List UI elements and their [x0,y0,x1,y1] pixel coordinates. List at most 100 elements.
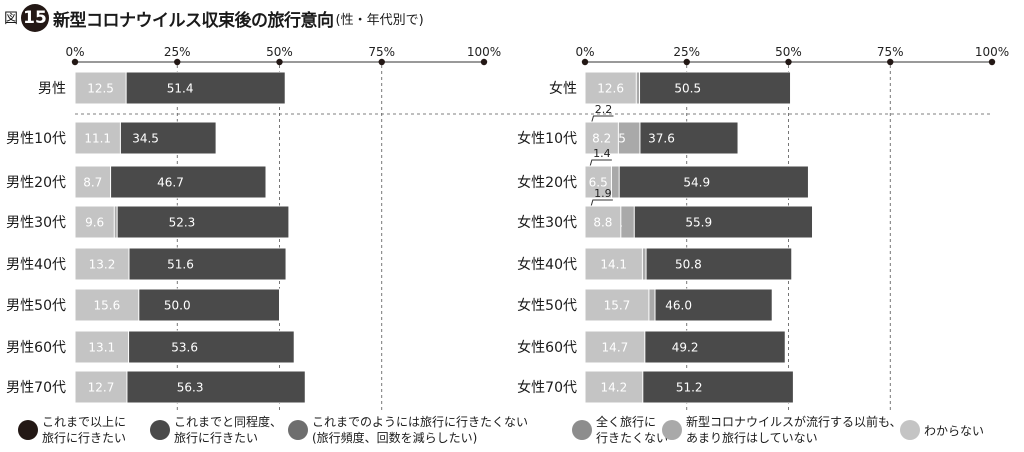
figure-title: 図 15 新型コロナウイルス収束後の旅行意向 (性・年代別で) [4,3,424,33]
bar-segment [74,330,130,364]
data-label: 49.2 [672,341,699,355]
data-label: 12.5 [87,82,114,96]
chart-panel-male: 0%25%50%75%100%男性16.051.45.53.710.812.5男… [6,45,501,410]
bar-segment [74,121,121,155]
category-label: 女性10代 [517,130,577,147]
data-label: 14.7 [602,341,629,355]
data-label: 51.2 [676,381,703,395]
data-label: 51.6 [167,258,194,272]
data-label: 50.8 [675,258,702,272]
x-tick-label: 0% [575,45,594,59]
legend-swatch [150,420,170,440]
data-label: 52.3 [169,216,196,230]
data-label: 1.4 [593,147,611,160]
bar-segment [74,165,112,199]
category-label: 女性20代 [517,174,577,191]
data-label: 1.9 [594,187,612,200]
bar-segment [584,330,646,364]
legend-item: これまでのようには旅行に行きたくない(旅行頻度、回数を減らしたい) [288,415,528,445]
x-tick-label: 75% [368,45,395,59]
legend-label: 行きたくない [596,431,668,445]
legend-label: わからない [924,424,984,438]
data-label: 37.6 [648,132,675,146]
bar-segment [74,71,127,105]
legend-label: これまでと同程度、 [174,414,282,429]
figure-prefix: 図 [4,11,18,27]
category-label: 男性 [38,81,66,97]
category-label: 女性60代 [517,339,577,356]
category-label: 女性 [549,80,577,97]
legend-label: 旅行に行きたい [174,431,258,445]
axis-tick-dot [581,58,589,66]
axis-tick-dot [785,58,792,66]
axis-tick-dot [683,58,690,66]
x-tick-label: 100% [467,45,501,59]
data-label: 15.6 [94,299,121,313]
legend-swatch [572,420,592,440]
x-tick-label: 100% [975,45,1009,59]
bar-segment [74,370,128,404]
category-label: 女性30代 [517,214,577,231]
category-label: 男性40代 [6,257,66,273]
x-tick-label: 25% [164,45,191,59]
category-label: 女性40代 [517,256,577,273]
legend-swatch [662,420,682,440]
data-label: 55.9 [685,216,712,230]
x-tick-label: 50% [775,45,802,59]
axis-tick-dot [887,58,894,66]
data-label: 8.8 [593,216,612,230]
category-label: 女性50代 [517,297,577,314]
legend-label: これまで以上に [42,415,126,429]
category-label: 男性10代 [6,131,66,147]
axis-tick-dot [71,58,79,66]
legend-label: (旅行頻度、回数を減らしたい) [312,430,477,445]
bar-segment [584,71,637,105]
bar-segment [584,205,622,239]
chart-subtitle: (性・年代別で) [335,12,424,28]
category-label: 女性70代 [517,379,577,396]
legend-swatch [900,420,920,440]
data-label: 12.6 [597,82,624,96]
x-tick-label: 0% [65,45,84,59]
bar-segment [584,121,619,155]
legend-swatch [18,420,38,440]
bar-segment [584,165,809,199]
legend-label: あまり旅行はしていない [686,431,818,445]
category-label: 男性70代 [6,380,66,396]
data-label: 53.6 [171,341,198,355]
axis-tick-dot [174,58,181,66]
category-label: 男性20代 [6,175,66,191]
data-label: 2.2 [595,103,613,116]
legend-swatch [288,420,308,440]
data-label: 12.7 [88,381,115,395]
legend-item: 新型コロナウイルスが流行する以前も、あまり旅行はしていない [662,414,902,445]
chart-panel-female: 0%25%50%75%100%女性14.250.56.33.013.412.6女… [517,45,1009,410]
data-label: 46.0 [665,299,692,313]
data-label: 51.4 [167,82,194,96]
legend-label: 全く旅行に [596,414,656,429]
x-tick-label: 25% [673,45,700,59]
legend-label: これまでのようには旅行に行きたくない [312,415,528,429]
data-label: 54.9 [683,176,710,190]
legend-label: 新型コロナウイルスが流行する以前も、 [686,414,902,429]
data-label: 8.7 [83,176,102,190]
data-label: 50.5 [674,82,701,96]
figure-number-badge: 15 [21,4,49,32]
data-label: 14.2 [601,381,628,395]
data-label: 14.1 [600,258,627,272]
x-tick-label: 50% [266,45,293,59]
data-label: 15.7 [604,299,631,313]
axis-tick-dot [276,58,283,66]
axis-tick-dot [378,58,385,66]
bar-segment [584,288,650,322]
data-label: 34.5 [132,132,159,146]
legend-item: わからない [900,420,984,440]
data-label: 50.0 [164,299,191,313]
category-label: 男性50代 [6,298,66,314]
data-label: 13.1 [88,341,115,355]
data-label: 13.2 [89,258,116,272]
data-label: 9.6 [85,216,104,230]
